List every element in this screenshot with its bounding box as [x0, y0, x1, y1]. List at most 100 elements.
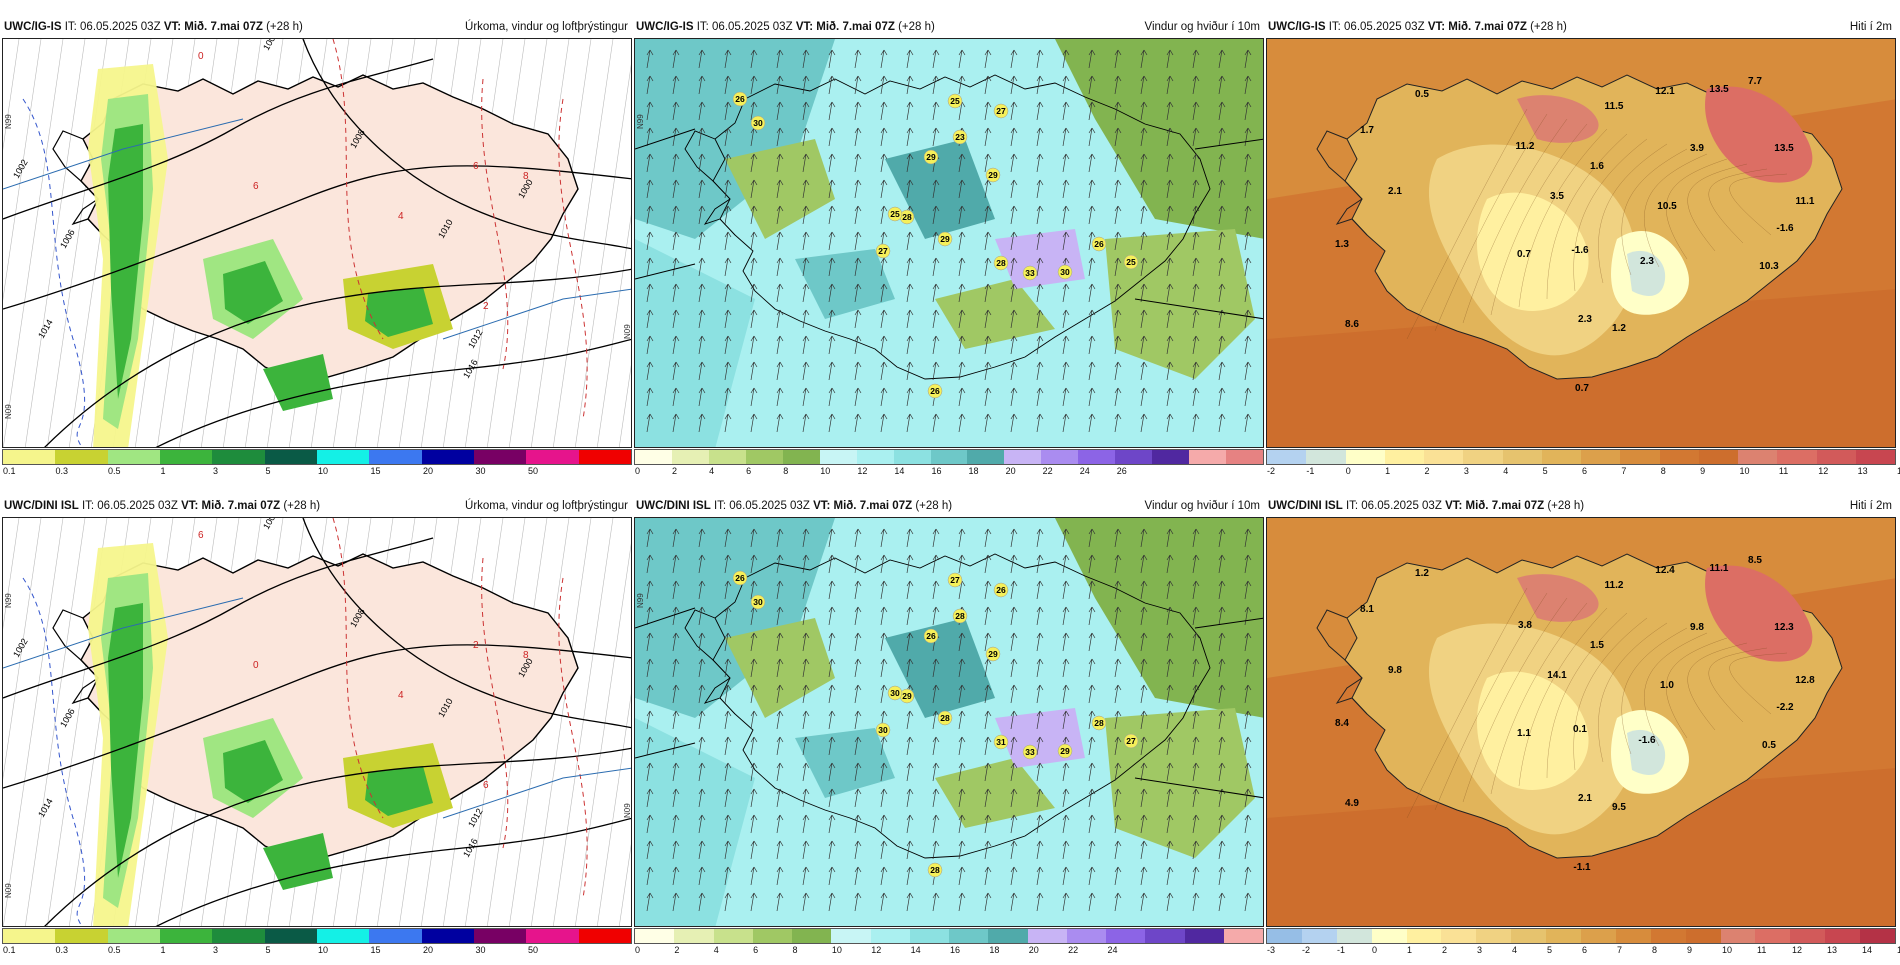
wind-arrow — [1036, 101, 1044, 121]
wind-arrow — [1036, 127, 1044, 147]
wind-arrow — [1244, 127, 1252, 147]
colorbar-swatch — [988, 929, 1028, 943]
temperature-contour — [22, 98, 86, 447]
wind-arrow — [958, 788, 966, 808]
wind-arrow — [1010, 361, 1018, 381]
wind-arrow — [1140, 788, 1148, 808]
colorbar-swatch — [752, 929, 792, 943]
wind-arrow — [1140, 335, 1148, 355]
map-temp[interactable]: 1.2 8.5 11.1 12.4 11.2 8.1 3.8 1.5 9.8 12.3 9.8 14.… — [1266, 517, 1896, 927]
temperature-label: 6 — [483, 780, 489, 791]
wind-arrow — [698, 606, 706, 626]
wind-arrow — [1192, 580, 1200, 600]
wind-arrow — [646, 153, 654, 173]
wind-arrow — [984, 75, 992, 95]
colorbar-swatch — [107, 450, 160, 464]
colorbar-swatch — [1659, 450, 1699, 464]
map-wind[interactable]: 26 30 25 27 23 29 29 28 25 27 29 28 33 30 26 25 26 N99 — [634, 38, 1264, 448]
colorbar-swatch — [1441, 929, 1477, 943]
gust-value: 25 — [950, 96, 960, 106]
wind-arrow — [802, 335, 810, 355]
wind-arrow — [802, 361, 810, 381]
map-wind[interactable]: 26 30 27 26 28 26 29 29 30 30 28 31 33 29 28 27 28 N99 — [634, 517, 1264, 927]
temperature-contour — [1621, 148, 1688, 276]
colorbar-swatch — [1424, 450, 1464, 464]
gust-marker — [875, 243, 891, 259]
wind-arrow — [1244, 205, 1252, 225]
wind-arrow — [880, 840, 888, 860]
wind-arrow — [1036, 554, 1044, 574]
wind-arrow — [984, 127, 992, 147]
colorbar-tick-label: 6 — [1582, 945, 1588, 955]
wind-arrow — [1192, 736, 1200, 756]
colorbar-swatch — [792, 929, 832, 943]
wind-arrow — [1218, 632, 1226, 652]
panel-temp-dini: UWC/DINI ISL IT: 06.05.2025 03Z VT: Mið.… — [1266, 495, 1900, 965]
wind-arrow — [750, 580, 758, 600]
map-precip[interactable]: 1004 1006 1008 1010 1012 1014 1016 1002 1000 0 6 4 2… — [2, 38, 632, 448]
wind-arrow — [646, 309, 654, 329]
wind-arrow — [1010, 580, 1018, 600]
wind-arrow — [828, 684, 836, 704]
wind-arrow — [1192, 179, 1200, 199]
wind-arrow — [1140, 528, 1148, 548]
map-canvas: 1004100610081010101210141016100210006246… — [3, 518, 631, 926]
colorbar-tick-label: 5 — [265, 945, 271, 955]
colorbar-tick-label: 0.5 — [108, 466, 121, 476]
wind-arrow — [1114, 632, 1122, 652]
colorbar-swatch — [1306, 450, 1346, 464]
colorbar-tick-label: 13 — [1827, 945, 1838, 955]
temperature-value: 12.8 — [1795, 675, 1815, 686]
colorbar-tick-label: 4 — [1503, 466, 1509, 476]
wind-arrow — [1062, 309, 1070, 329]
wind-arrow — [724, 309, 732, 329]
wind-arrow — [750, 387, 758, 407]
wind-arrow — [724, 866, 732, 886]
wind-arrow — [1218, 205, 1226, 225]
colorbar-swatch — [1541, 450, 1581, 464]
model-name: UWC/DINI ISL — [1268, 500, 1343, 512]
wind-arrow — [1140, 554, 1148, 574]
wind-arrow — [1218, 387, 1226, 407]
gust-value: 26 — [996, 585, 1006, 595]
wind-arrow — [984, 866, 992, 886]
wind-arrow — [1010, 762, 1018, 782]
precip-band-heavy — [108, 124, 143, 399]
temperature-zone — [1477, 671, 1589, 790]
wind-arrow — [1088, 788, 1096, 808]
wind-arrow — [932, 814, 940, 834]
wind-barb-stroke — [530, 39, 592, 447]
colorbar-tick-label: 3 — [213, 466, 219, 476]
gust-marker — [887, 685, 903, 701]
wind-arrow — [672, 413, 680, 433]
wind-arrow — [880, 762, 888, 782]
wind-barb-stroke — [596, 214, 631, 447]
issue-time: IT: 06.05.2025 03Z — [64, 21, 161, 33]
map-precip[interactable]: 1004 1006 1008 1010 1012 1014 1016 1002 1000 6 2 4 6… — [2, 517, 632, 927]
wind-arrow — [776, 892, 784, 912]
wind-arrow — [1218, 528, 1226, 548]
temperature-value: 13.5 — [1774, 143, 1794, 154]
wind-arrow — [1192, 413, 1200, 433]
wind-arrow — [1010, 814, 1018, 834]
wind-arrow — [724, 127, 732, 147]
wind-speed-area — [935, 279, 1055, 349]
colorbar-tick-label: 24 — [1107, 945, 1118, 955]
colorbar-swatch — [1685, 929, 1721, 943]
wind-arrow — [932, 892, 940, 912]
wind-arrow — [854, 231, 862, 251]
wind-arrow — [750, 413, 758, 433]
wind-arrow — [672, 231, 680, 251]
wind-arrow — [854, 127, 862, 147]
wind-arrow — [1088, 606, 1096, 626]
wind-arrow — [698, 814, 706, 834]
wind-arrow — [1140, 127, 1148, 147]
map-temp[interactable]: 0.5 7.7 13.5 12.1 11.5 1.7 11.2 1.6 3.9 13.5 2.1 3.… — [1266, 38, 1896, 448]
wind-arrow — [828, 309, 836, 329]
wind-arrow — [932, 580, 940, 600]
colorbar-tick-label: 22 — [1068, 945, 1079, 955]
wind-arrow — [1244, 788, 1252, 808]
wind-arrow — [1192, 153, 1200, 173]
colorbar-swatch — [1816, 450, 1856, 464]
precip-band-heavy — [108, 603, 143, 878]
